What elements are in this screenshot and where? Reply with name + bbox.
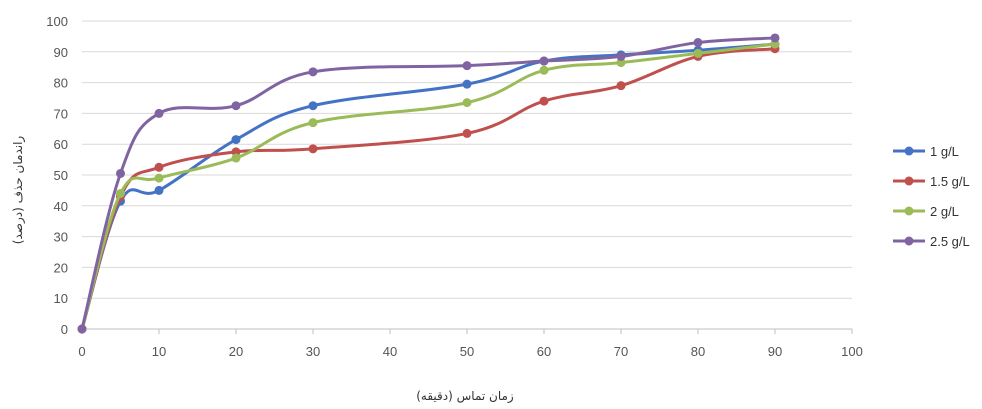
series-layer bbox=[77, 33, 780, 334]
series-1-g-l bbox=[77, 39, 780, 334]
legend-label: 1.5 g/L bbox=[930, 174, 970, 189]
y-tick-label: 80 bbox=[54, 76, 68, 91]
data-point bbox=[154, 162, 164, 172]
data-point bbox=[539, 56, 549, 66]
legend-item: 1.5 g/L bbox=[893, 174, 970, 189]
data-point bbox=[154, 185, 164, 195]
y-tick-label: 50 bbox=[54, 168, 68, 183]
legend-item: 1 g/L bbox=[893, 144, 959, 159]
data-point bbox=[616, 81, 626, 91]
data-point bbox=[231, 147, 241, 157]
data-point bbox=[116, 168, 125, 178]
data-point bbox=[231, 101, 241, 111]
data-point bbox=[116, 188, 125, 198]
series-line bbox=[80, 42, 776, 330]
legend-swatch-marker bbox=[904, 146, 914, 156]
y-axis-title: راندمان حذف (درصد) bbox=[11, 136, 26, 245]
series-1-5-g-l bbox=[77, 44, 780, 334]
y-tick-label: 30 bbox=[54, 230, 68, 245]
data-point bbox=[616, 58, 626, 68]
data-point bbox=[462, 128, 472, 138]
legend-swatch-marker bbox=[904, 206, 914, 216]
legend-label: 1 g/L bbox=[930, 144, 959, 159]
y-tick-label: 20 bbox=[54, 260, 68, 275]
y-tick-label: 60 bbox=[54, 137, 68, 152]
data-point bbox=[539, 96, 549, 106]
legend-swatch-marker bbox=[904, 176, 914, 186]
y-tick-label: 100 bbox=[46, 14, 68, 29]
legend: 1 g/L 1.5 g/L 2 g/L 2.5 g/L bbox=[893, 144, 970, 249]
y-tick-label: 90 bbox=[54, 45, 68, 60]
x-tick-label: 10 bbox=[152, 344, 166, 359]
data-point bbox=[308, 118, 318, 128]
data-point bbox=[308, 101, 318, 111]
legend-swatch-marker bbox=[904, 236, 914, 246]
data-point bbox=[462, 98, 472, 108]
x-tick-label: 50 bbox=[460, 344, 474, 359]
x-tick-label: 30 bbox=[306, 344, 320, 359]
x-tick-label: 20 bbox=[229, 344, 243, 359]
data-point bbox=[693, 48, 703, 58]
x-tick-label: 40 bbox=[383, 344, 397, 359]
x-tick-label: 60 bbox=[537, 344, 551, 359]
y-tick-label: 10 bbox=[54, 291, 68, 306]
series-2-g-l bbox=[77, 39, 780, 334]
data-point bbox=[616, 51, 626, 61]
series-line bbox=[80, 42, 776, 330]
axes: 0 10 20 30 40 50 60 70 80 90 100 0 10 20 30 40 50 60 70 80 9… bbox=[46, 14, 863, 359]
legend-item: 2 g/L bbox=[893, 204, 959, 219]
legend-item: 2.5 g/L bbox=[893, 234, 970, 249]
y-tick-label: 0 bbox=[61, 322, 68, 337]
x-tick-label: 0 bbox=[78, 344, 85, 359]
data-point bbox=[693, 38, 703, 48]
data-point bbox=[770, 33, 780, 43]
series-line bbox=[80, 36, 776, 330]
legend-label: 2.5 g/L bbox=[930, 234, 970, 249]
data-point bbox=[308, 67, 318, 77]
x-tick-label: 80 bbox=[691, 344, 705, 359]
data-point bbox=[77, 324, 87, 334]
x-tick-label: 90 bbox=[768, 344, 782, 359]
data-point bbox=[539, 65, 549, 75]
legend-label: 2 g/L bbox=[930, 204, 959, 219]
grid-lines bbox=[82, 20, 852, 299]
y-tick-label: 70 bbox=[54, 106, 68, 121]
data-point bbox=[462, 79, 472, 89]
data-point bbox=[308, 144, 318, 154]
x-axis-title: زمان تماس (دقیقه) bbox=[416, 389, 514, 404]
y-tick-label: 40 bbox=[54, 199, 68, 214]
data-point bbox=[462, 61, 472, 71]
data-point bbox=[231, 135, 241, 145]
data-point bbox=[770, 39, 780, 49]
x-tick-label: 100 bbox=[841, 344, 863, 359]
data-point bbox=[154, 108, 164, 118]
data-point bbox=[231, 153, 241, 163]
series-2-5-g-l bbox=[77, 33, 780, 334]
data-point bbox=[154, 173, 164, 183]
x-tick-label: 70 bbox=[614, 344, 628, 359]
